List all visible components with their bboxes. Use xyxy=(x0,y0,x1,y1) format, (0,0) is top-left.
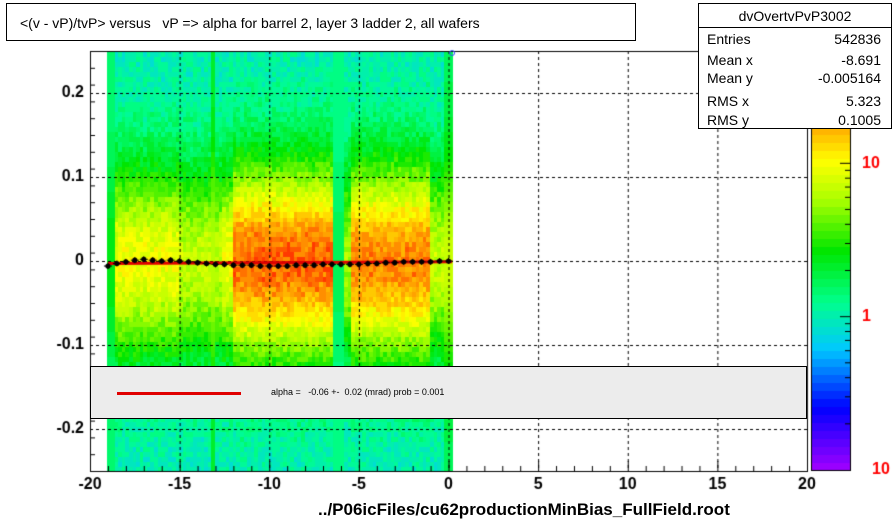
stat-label: RMS y xyxy=(707,112,749,128)
chart-title: <(v - vP)/tvP> versus vP => alpha for ba… xyxy=(20,15,480,31)
stat-row-entries: Entries 542836 xyxy=(707,31,881,51)
stat-label: RMS x xyxy=(707,93,749,109)
stat-value: 5.323 xyxy=(845,93,881,109)
fit-legend-text: alpha = -0.06 +- 0.02 (mrad) prob = 0.00… xyxy=(271,387,445,397)
stat-row-rms-x: RMS x 5.323 xyxy=(707,93,881,113)
stat-row-mean-x: Mean x -8.691 xyxy=(707,52,881,72)
stats-histogram-name: dvOvertvPvP3002 xyxy=(738,8,852,24)
stat-row-rms-y: RMS y 0.1005 xyxy=(707,112,881,132)
stat-label: Mean x xyxy=(707,52,753,68)
title-box: <(v - vP)/tvP> versus vP => alpha for ba… xyxy=(6,3,636,41)
file-path-label: ../P06icFiles/cu62productionMinBias_Full… xyxy=(318,500,730,519)
stat-value: -0.005164 xyxy=(817,70,881,86)
stat-value: 542836 xyxy=(834,31,881,47)
stat-value: 0.1005 xyxy=(838,112,881,128)
stat-label: Entries xyxy=(707,31,751,47)
stats-divider xyxy=(699,27,891,28)
stat-row-mean-y: Mean y -0.005164 xyxy=(707,70,881,90)
stat-label: Mean y xyxy=(707,70,753,86)
stat-value: -8.691 xyxy=(841,52,881,68)
stats-box: dvOvertvPvP3002 Entries 542836 Mean x -8… xyxy=(698,3,892,129)
fit-legend-box: alpha = -0.06 +- 0.02 (mrad) prob = 0.00… xyxy=(90,366,807,419)
fit-legend-line xyxy=(117,392,241,395)
